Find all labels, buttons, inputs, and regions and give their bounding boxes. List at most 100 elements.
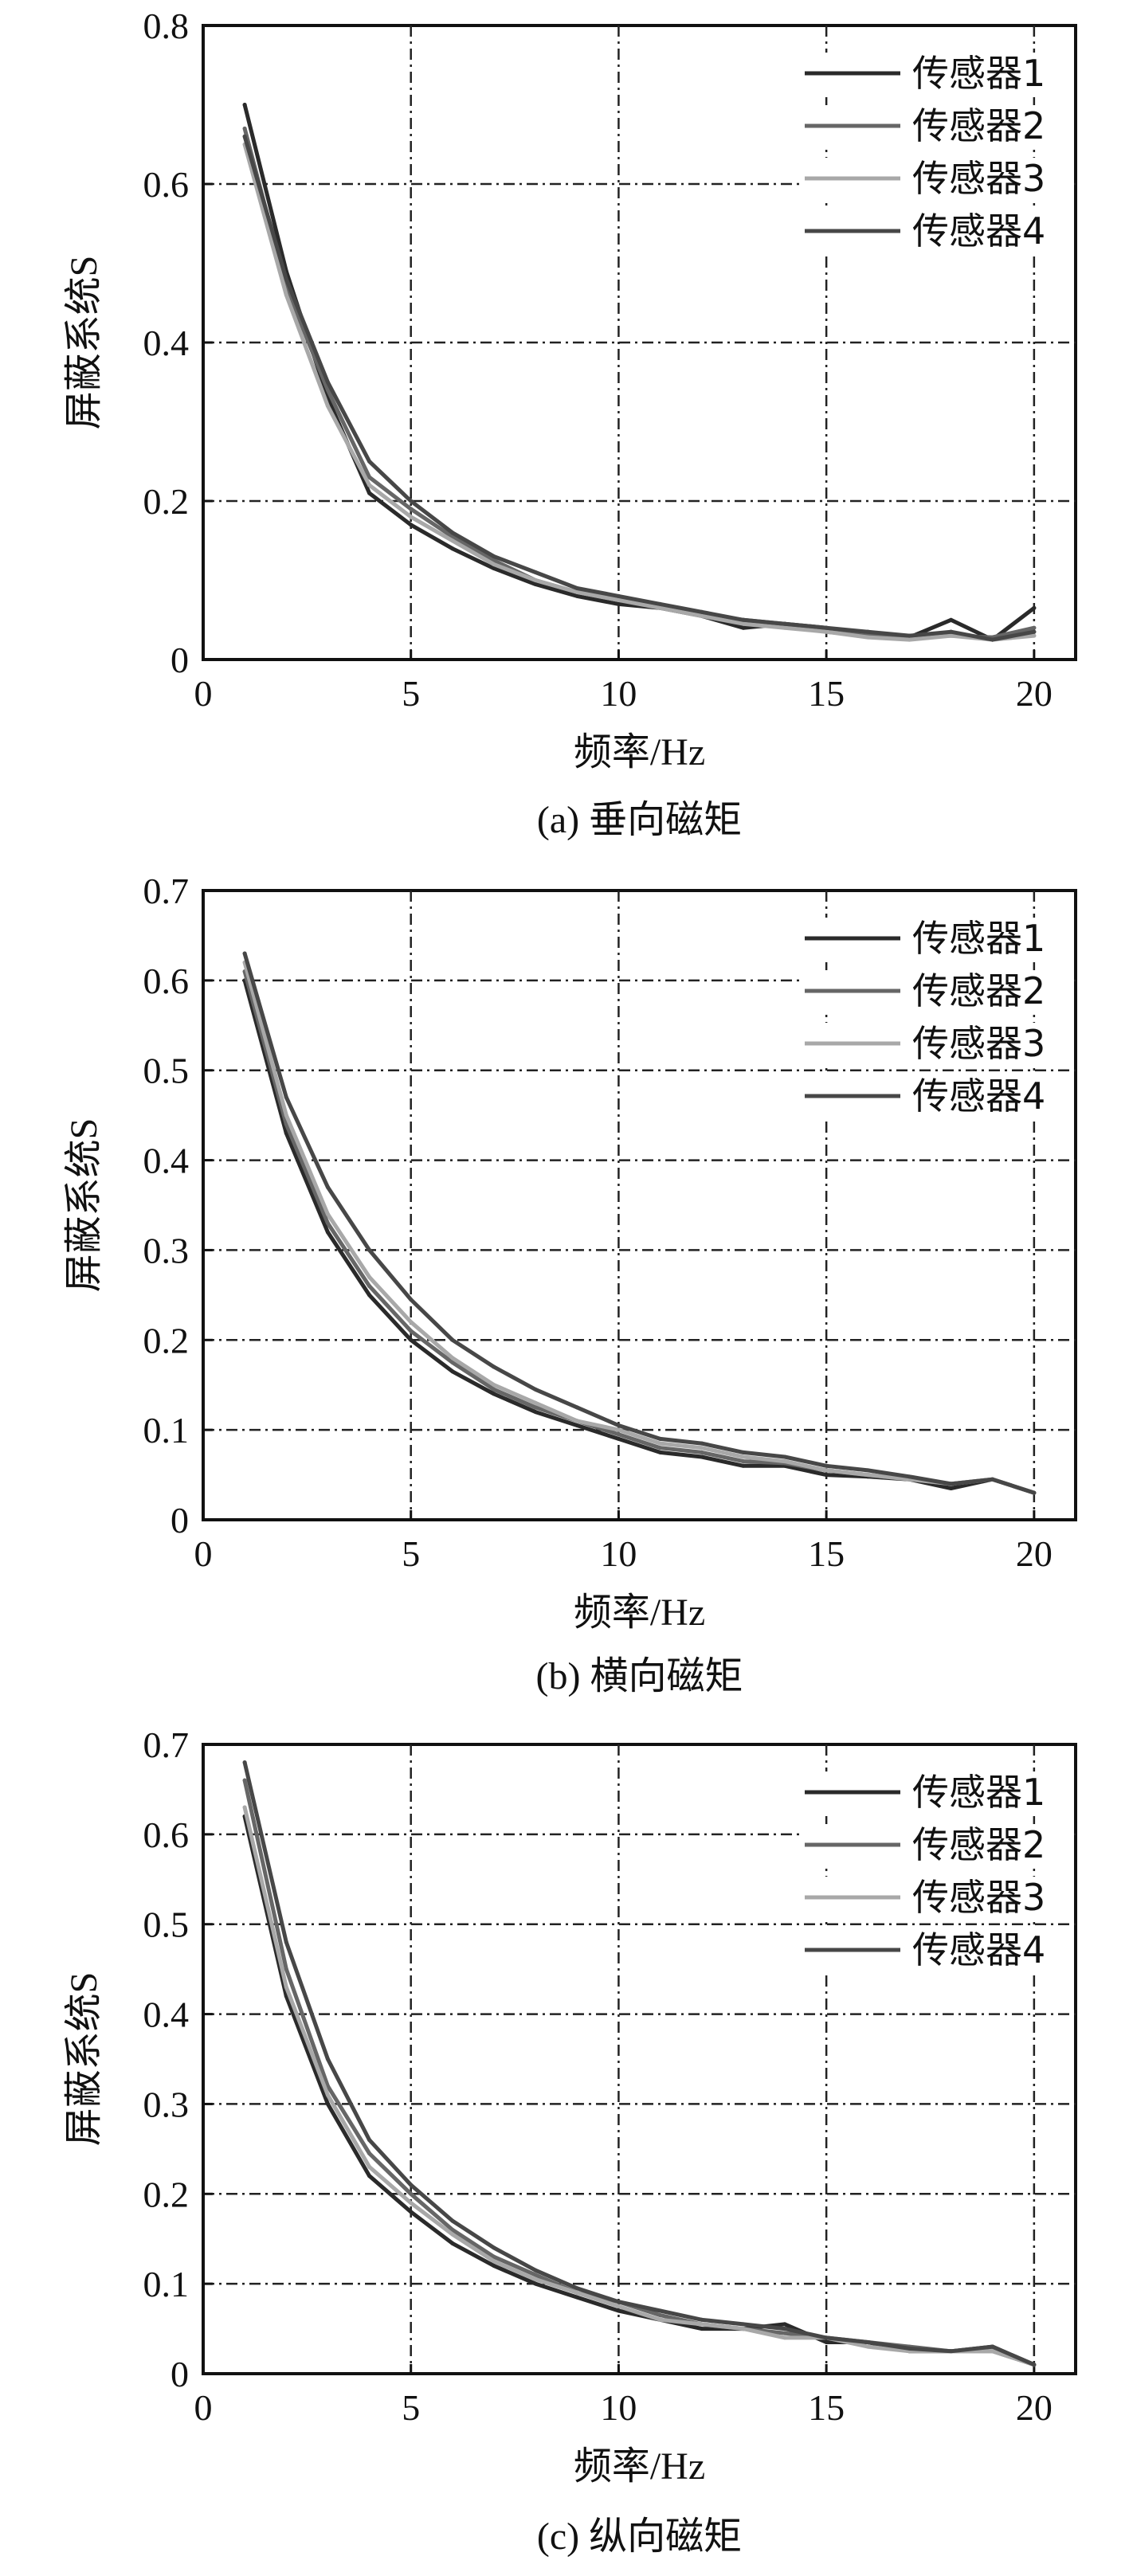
- series-3-point: [492, 562, 496, 567]
- legend-entry: 传感器4: [912, 1075, 1045, 1118]
- series-3-point: [658, 2317, 663, 2322]
- y-tick-label: 0.4: [143, 1141, 190, 1181]
- series-2-point: [450, 2227, 455, 2232]
- series-4-point: [865, 629, 870, 634]
- x-tick-label: 0: [194, 1533, 213, 1574]
- y-tick-label: 0.1: [143, 2264, 190, 2304]
- series-3-point: [700, 1446, 704, 1450]
- series-3-point: [782, 1459, 787, 1464]
- legend-entry: 传感器1: [912, 917, 1045, 960]
- series-3-point: [367, 483, 372, 487]
- series-3-point: [284, 292, 288, 297]
- series-1-point: [450, 546, 455, 551]
- series-2-point: [450, 1360, 455, 1364]
- series-3-point: [574, 2290, 579, 2295]
- series-1-point: [325, 1230, 330, 1235]
- series-3-point: [450, 1356, 455, 1360]
- y-axis-label: 屏蔽系统S: [63, 1118, 105, 1293]
- series-1-point: [700, 1454, 704, 1459]
- series-1-point: [492, 2264, 496, 2269]
- y-axis-label: 屏蔽系统S: [63, 1972, 105, 2147]
- series-4-point: [367, 2138, 372, 2143]
- series-1-point: [700, 2327, 704, 2331]
- series-1-point: [492, 1392, 496, 1396]
- series-3-point: [907, 637, 911, 642]
- series-4-point: [616, 593, 621, 598]
- series-1-point: [824, 1473, 829, 1478]
- series-line-3: [242, 960, 1037, 1495]
- y-tick-label: 0.6: [143, 961, 190, 1001]
- series-1-point: [492, 566, 496, 571]
- series-2-point: [616, 1432, 621, 1437]
- series-4-point: [990, 1477, 995, 1482]
- series-1-point: [658, 1450, 663, 1454]
- series-3-point: [865, 1473, 870, 1478]
- series-1-point: [616, 601, 621, 606]
- series-1-point: [1032, 605, 1037, 610]
- series-4-point: [990, 2344, 995, 2349]
- series-4-point: [907, 633, 911, 638]
- series-3-point: [450, 2232, 455, 2237]
- series-4-point: [533, 2268, 538, 2273]
- series-1-point: [284, 1131, 288, 1136]
- series-2-point: [533, 1405, 538, 1410]
- series-line-4: [242, 951, 1037, 1495]
- x-tick-label: 10: [600, 673, 637, 714]
- series-1-point: [616, 2308, 621, 2313]
- series-4-point: [325, 380, 330, 385]
- series-2-point: [782, 2331, 787, 2335]
- series-3-point: [367, 2164, 372, 2169]
- series-4-point: [907, 1474, 911, 1479]
- series-4-point: [949, 2349, 954, 2354]
- series-4-point: [492, 2245, 496, 2250]
- series-1-point: [741, 1463, 746, 1468]
- series-3-point: [658, 605, 663, 610]
- legend-entry: 传感器2: [912, 1823, 1045, 1866]
- series-4-point: [782, 2327, 787, 2331]
- y-tick-label: 0.3: [143, 1230, 190, 1270]
- series-1-point: [450, 2241, 455, 2245]
- legend-entry: 传感器4: [912, 1928, 1045, 1971]
- x-tick-label: 5: [402, 2387, 420, 2428]
- series-4-point: [658, 1436, 663, 1441]
- series-2-point: [658, 2313, 663, 2318]
- chart-panel-1: 0 0.2 0.4 0.6 0.8 0 5 10 15 20 频率/Hz 屏蔽系统S (a) 垂向磁矩 传…: [63, 6, 1077, 841]
- series-4-point: [242, 134, 247, 139]
- series-4-point: [949, 1482, 954, 1486]
- series-4-point: [450, 2218, 455, 2223]
- series-2-point: [492, 558, 496, 563]
- series-4-point: [492, 1364, 496, 1369]
- series-4-point: [409, 2183, 414, 2187]
- series-4-point: [450, 530, 455, 535]
- x-tick-label: 10: [600, 2387, 637, 2428]
- series-3-point: [450, 538, 455, 543]
- y-tick-label: 0.6: [143, 164, 190, 205]
- series-3-point: [284, 1113, 288, 1118]
- series-1-point: [409, 2210, 414, 2214]
- x-tick-label: 20: [1016, 673, 1053, 714]
- y-tick-label: 0.4: [143, 1995, 190, 2035]
- series-4-point: [865, 1468, 870, 1473]
- series-3-point: [325, 2093, 330, 2097]
- series-4-point: [367, 459, 372, 464]
- series-4-point: [242, 951, 247, 956]
- series-1-point: [242, 103, 247, 107]
- series-4-point: [741, 2322, 746, 2327]
- series-2-point: [658, 1446, 663, 1450]
- y-tick-label: 0.2: [143, 2174, 190, 2214]
- series-4-point: [700, 609, 704, 614]
- legend-entry: 传感器3: [912, 1876, 1045, 1919]
- legend-entry: 传感器1: [912, 1771, 1045, 1814]
- series-2-point: [409, 1329, 414, 1333]
- y-tick-label: 0: [171, 2354, 189, 2394]
- y-tick-label: 0.5: [143, 1051, 190, 1091]
- series-1-point: [325, 2101, 330, 2106]
- series-1-point: [533, 1410, 538, 1415]
- x-axis-label: 频率/Hz: [574, 1591, 705, 1634]
- series-2-point: [284, 1967, 288, 1971]
- series-2-point: [367, 2151, 372, 2155]
- series-4-point: [700, 2317, 704, 2322]
- series-1-point: [782, 2322, 787, 2327]
- series-3-point: [700, 613, 704, 618]
- series-3-point: [409, 515, 414, 519]
